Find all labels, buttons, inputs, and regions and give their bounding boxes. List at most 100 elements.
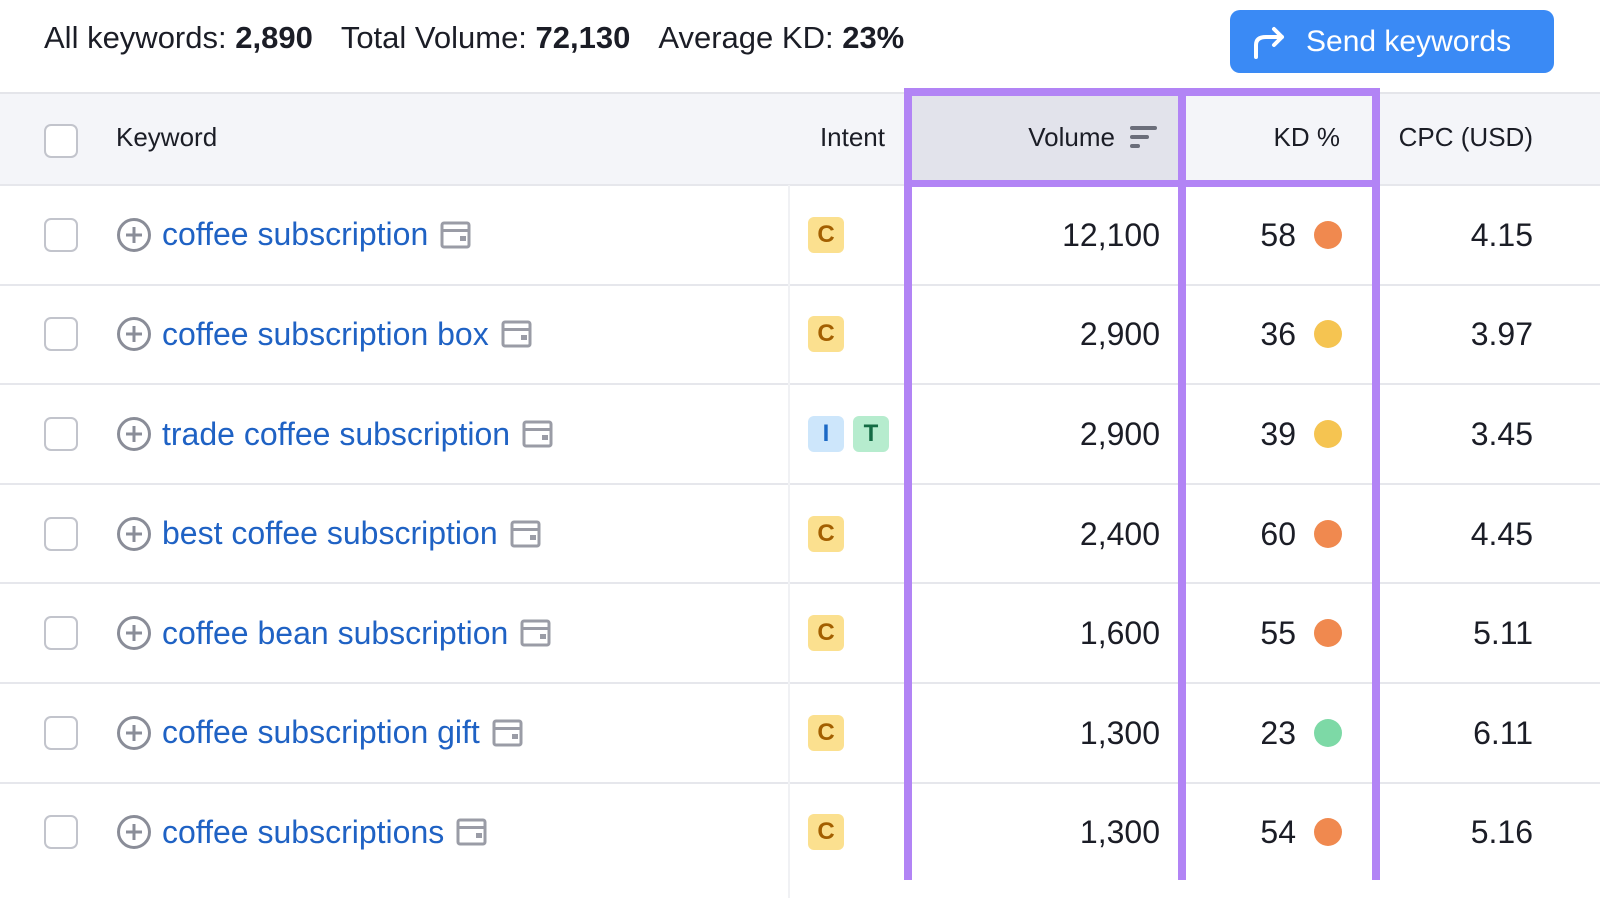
keyword-cell: coffee subscription bbox=[116, 215, 472, 255]
keyword-link[interactable]: trade coffee subscription bbox=[162, 415, 511, 452]
kd-value: 60 bbox=[1260, 515, 1296, 552]
add-icon[interactable] bbox=[116, 814, 152, 850]
kd-value: 36 bbox=[1260, 316, 1296, 353]
highlight-border bbox=[904, 88, 1380, 96]
row-checkbox[interactable] bbox=[44, 417, 78, 451]
add-icon[interactable] bbox=[116, 416, 152, 452]
keyword-link[interactable]: coffee subscription box bbox=[162, 315, 489, 352]
intent-badge: C bbox=[808, 216, 844, 253]
keyword-cell: coffee subscription gift bbox=[116, 713, 524, 753]
button-label: Send keywords bbox=[1306, 24, 1512, 58]
serp-icon[interactable] bbox=[440, 221, 472, 249]
serp-icon[interactable] bbox=[456, 818, 488, 846]
serp-icon[interactable] bbox=[510, 520, 542, 548]
row-checkbox[interactable] bbox=[44, 715, 78, 750]
summary-item: Total Volume: 72,130 bbox=[341, 20, 631, 56]
serp-icon-svg bbox=[440, 221, 471, 249]
serp-icon-svg bbox=[510, 520, 541, 548]
table-header bbox=[0, 92, 1600, 185]
kd-dot bbox=[1314, 320, 1342, 349]
volume-value: 2,900 bbox=[1079, 316, 1160, 353]
row-checkbox[interactable] bbox=[44, 217, 78, 252]
sort-icon-svg bbox=[1130, 126, 1157, 148]
serp-icon[interactable] bbox=[522, 420, 554, 448]
volume-value: 1,300 bbox=[1079, 714, 1160, 751]
kd-dot bbox=[1314, 220, 1342, 249]
row-divider bbox=[0, 184, 1600, 186]
cpc-value: 3.45 bbox=[1470, 416, 1533, 452]
highlight-border bbox=[904, 180, 1380, 187]
plus-circle bbox=[117, 417, 151, 451]
intent-badge: C bbox=[808, 714, 844, 751]
column-header[interactable]: KD % bbox=[1273, 122, 1340, 152]
summary-bar: All keywords: 2,890 Total Volume: 72,130 A… bbox=[44, 20, 904, 56]
kd-dot bbox=[1314, 519, 1342, 548]
summary-value: 72,130 bbox=[535, 20, 631, 55]
row-divider bbox=[0, 383, 1600, 386]
volume-value: 1,600 bbox=[1079, 615, 1160, 652]
column-header[interactable]: CPC (USD) bbox=[1398, 122, 1533, 152]
serp-icon[interactable] bbox=[492, 719, 524, 747]
summary-value: 23% bbox=[842, 20, 905, 55]
kd-value: 23 bbox=[1260, 714, 1296, 751]
keyword-cell: coffee subscription box bbox=[116, 314, 533, 354]
intent-col-divider bbox=[788, 185, 790, 898]
keyword-cell: trade coffee subscription bbox=[116, 414, 554, 454]
keyword-link[interactable]: coffee subscriptions bbox=[162, 813, 445, 850]
keyword-link[interactable]: coffee subscription gift bbox=[162, 714, 480, 751]
serp-icon[interactable] bbox=[501, 320, 533, 348]
serp-icon-svg bbox=[522, 420, 553, 448]
row-checkbox[interactable] bbox=[44, 317, 78, 352]
row-divider bbox=[0, 781, 1600, 784]
volume-value: 2,900 bbox=[1079, 416, 1160, 452]
plus-circle bbox=[117, 715, 151, 750]
serp-icon-svg bbox=[520, 619, 551, 647]
add-icon[interactable] bbox=[116, 316, 152, 352]
select-all-checkbox[interactable] bbox=[44, 124, 78, 158]
row-checkbox[interactable] bbox=[44, 516, 78, 551]
volume-value: 2,400 bbox=[1079, 515, 1160, 552]
keyword-cell: best coffee subscription bbox=[116, 514, 542, 554]
intent-badge: C bbox=[808, 515, 844, 552]
row-checkbox[interactable] bbox=[44, 616, 78, 651]
keyword-link[interactable]: coffee bean subscription bbox=[162, 614, 509, 651]
plus-circle bbox=[117, 217, 151, 252]
sort-icon[interactable] bbox=[1130, 125, 1158, 154]
add-icon[interactable] bbox=[116, 516, 152, 552]
add-icon[interactable] bbox=[116, 615, 152, 651]
intent-badge: I bbox=[808, 416, 844, 452]
intent-badge: C bbox=[808, 316, 844, 353]
serp-icon-svg bbox=[501, 320, 532, 348]
cpc-value: 4.15 bbox=[1470, 216, 1533, 253]
column-header: Intent bbox=[819, 122, 885, 152]
kd-value: 58 bbox=[1260, 216, 1296, 253]
intent-badge: C bbox=[808, 615, 844, 652]
keyword-cell: coffee bean subscription bbox=[116, 613, 552, 653]
add-icon[interactable] bbox=[116, 217, 152, 253]
kd-dot bbox=[1314, 420, 1342, 448]
kd-value: 54 bbox=[1260, 814, 1296, 851]
row-checkbox[interactable] bbox=[44, 815, 78, 850]
highlight-border bbox=[1372, 88, 1380, 880]
add-icon[interactable] bbox=[116, 715, 152, 751]
summary-label: Average KD: bbox=[658, 20, 834, 55]
keyword-link[interactable]: best coffee subscription bbox=[162, 515, 498, 552]
cpc-value: 6.11 bbox=[1473, 714, 1533, 751]
summary-label: Total Volume: bbox=[340, 20, 527, 55]
row-divider bbox=[0, 582, 1600, 585]
row-divider bbox=[0, 682, 1600, 684]
keyword-link[interactable]: coffee subscription bbox=[162, 216, 429, 253]
plus-circle bbox=[117, 516, 151, 551]
column-header[interactable]: Volume bbox=[1028, 122, 1115, 152]
plus-circle bbox=[117, 616, 151, 651]
serp-icon[interactable] bbox=[520, 619, 552, 647]
send-keywords-button[interactable]: Send keywords bbox=[1230, 10, 1554, 73]
summary-item: All keywords: 2,890 bbox=[44, 20, 313, 56]
kd-dot bbox=[1314, 718, 1342, 747]
cpc-value: 5.16 bbox=[1470, 814, 1533, 851]
kd-dot bbox=[1314, 619, 1342, 648]
highlight-border bbox=[904, 88, 912, 880]
summary-label: All keywords: bbox=[44, 20, 227, 55]
volume-value: 12,100 bbox=[1062, 216, 1160, 253]
